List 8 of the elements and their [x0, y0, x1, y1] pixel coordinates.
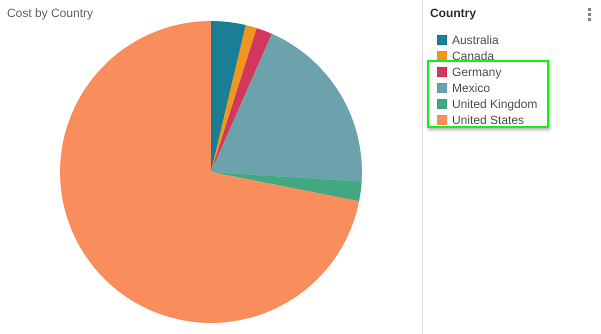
legend-label: Mexico — [452, 81, 490, 95]
legend-label: United Kingdom — [452, 97, 538, 111]
legend-label: Australia — [452, 33, 500, 47]
chart-title: Cost by Country — [7, 6, 94, 20]
legend-label: Canada — [452, 49, 494, 63]
legend-title: Country — [430, 6, 476, 20]
legend-label: Germany — [452, 65, 502, 79]
legend-label: United States — [452, 113, 524, 127]
